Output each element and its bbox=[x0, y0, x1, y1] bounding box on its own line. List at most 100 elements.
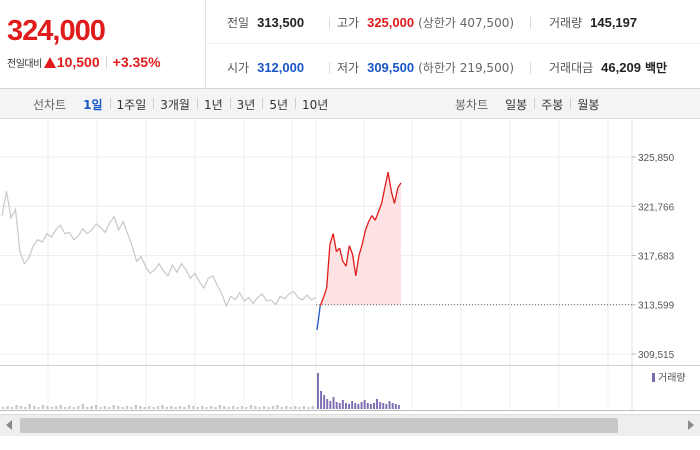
today-price-segment bbox=[342, 260, 347, 267]
volume-bar bbox=[37, 407, 40, 409]
tab-period-1d[interactable]: 1일 bbox=[83, 97, 103, 112]
volume-bar bbox=[267, 407, 270, 409]
stat-label: 전일 bbox=[227, 16, 250, 30]
volume-bar bbox=[201, 406, 204, 409]
scroll-thumb[interactable] bbox=[20, 418, 618, 433]
volume-bar-today bbox=[332, 397, 335, 409]
volume-bar bbox=[24, 407, 27, 409]
scroll-left-arrow-icon[interactable] bbox=[6, 420, 12, 430]
volume-bar bbox=[311, 406, 314, 409]
price-chart: 325,850 321,766 317,683 313,599 309,515 거래량 bbox=[0, 120, 700, 412]
candle-chart-tabs: 봉차트 일봉 주봉 월봉 bbox=[455, 89, 606, 119]
stat-label: 저가 bbox=[337, 61, 360, 75]
candle-chart-title: 봉차트 bbox=[455, 97, 489, 112]
volume-bar bbox=[77, 406, 80, 409]
volume-bar-today bbox=[363, 400, 366, 409]
today-price-segment bbox=[380, 187, 386, 204]
tab-period-5y[interactable]: 5년 bbox=[262, 96, 295, 113]
divider bbox=[105, 55, 107, 69]
today-price-segment bbox=[326, 244, 331, 288]
volume-plot bbox=[2, 373, 400, 409]
volume-bar bbox=[125, 406, 129, 409]
volume-bar bbox=[214, 407, 217, 409]
stat-prev-close: 전일 313,500 bbox=[227, 14, 304, 32]
tab-candle-monthly[interactable]: 월봉 bbox=[570, 96, 606, 113]
volume-legend-label: 거래량 bbox=[658, 372, 686, 384]
volume-bar-today bbox=[348, 404, 350, 409]
current-price: 324,000 bbox=[7, 15, 106, 47]
volume-bar bbox=[130, 407, 133, 409]
volume-bar-today bbox=[388, 401, 391, 409]
volume-bar bbox=[112, 405, 115, 409]
upper-limit-text: (상한가 407,500) bbox=[418, 16, 515, 30]
tab-candle-daily[interactable]: 일봉 bbox=[505, 97, 528, 112]
volume-bar bbox=[187, 405, 191, 409]
volume-bar bbox=[174, 407, 177, 409]
volume-bar bbox=[165, 407, 168, 409]
change-row: 전일대비 10,500 +3.35% bbox=[7, 52, 161, 72]
volume-bar bbox=[99, 407, 102, 409]
volume-bar-today bbox=[369, 404, 372, 409]
tab-period-1w[interactable]: 1주일 bbox=[109, 96, 154, 113]
chart-grid bbox=[0, 120, 700, 411]
volume-bar bbox=[117, 406, 120, 409]
today-price-segment bbox=[377, 203, 383, 213]
volume-bar-today bbox=[366, 403, 369, 409]
y-tick-label: 309,515 bbox=[638, 350, 675, 361]
today-price-segment bbox=[384, 171, 389, 188]
volume-bar bbox=[19, 406, 23, 409]
today-price-segment bbox=[332, 233, 338, 252]
divider bbox=[530, 62, 531, 74]
volume-bar-today bbox=[320, 391, 322, 409]
today-price-segment bbox=[322, 287, 328, 298]
stat-value: 309,500 bbox=[367, 60, 415, 75]
tab-period-3m[interactable]: 3개월 bbox=[153, 96, 197, 113]
today-price-segment bbox=[393, 187, 399, 204]
volume-bar-today bbox=[373, 403, 375, 409]
stat-label: 거래대금 bbox=[549, 61, 594, 75]
volume-bar-today bbox=[385, 404, 388, 409]
price-plot bbox=[1, 171, 632, 331]
today-price-segment bbox=[355, 255, 360, 276]
volume-bar bbox=[236, 407, 239, 409]
stat-label: 시가 bbox=[227, 61, 250, 75]
volume-bar-today bbox=[326, 399, 329, 409]
volume-bar bbox=[192, 406, 195, 409]
price-box: 324,000 전일대비 10,500 +3.35% bbox=[0, 0, 206, 89]
volume-bar bbox=[90, 406, 93, 409]
volume-bar bbox=[50, 407, 53, 409]
stat-trade-amount: 거래대금 46,209 백만 bbox=[549, 59, 667, 77]
volume-bar bbox=[293, 406, 297, 409]
tab-candle-weekly[interactable]: 주봉 bbox=[534, 96, 570, 113]
today-price-segment bbox=[329, 233, 334, 245]
volume-bar bbox=[86, 407, 89, 409]
volume-bar bbox=[33, 406, 36, 409]
volume-bar bbox=[209, 406, 213, 409]
today-price-segment bbox=[316, 305, 321, 331]
tab-period-10y[interactable]: 10년 bbox=[295, 96, 335, 113]
scroll-right-arrow-icon[interactable] bbox=[688, 420, 694, 430]
volume-bar-today bbox=[329, 401, 332, 409]
stat-open: 시가 312,000 bbox=[227, 59, 304, 77]
line-chart-title: 선차트 bbox=[33, 97, 67, 112]
divider bbox=[530, 17, 531, 29]
today-price-segment bbox=[368, 215, 373, 222]
volume-bar bbox=[134, 405, 138, 409]
volume-bar bbox=[218, 405, 222, 409]
divider bbox=[329, 17, 330, 29]
tab-period-1y[interactable]: 1년 bbox=[196, 96, 230, 113]
today-price-segment bbox=[335, 247, 341, 253]
volume-bar bbox=[223, 406, 226, 409]
volume-bar bbox=[6, 406, 9, 409]
volume-bar bbox=[28, 404, 31, 409]
today-price-segment bbox=[390, 191, 396, 204]
chart-scrollbar[interactable] bbox=[0, 414, 700, 436]
y-tick-label: 317,683 bbox=[638, 251, 675, 262]
today-price-segment bbox=[397, 182, 402, 189]
tab-period-3y[interactable]: 3년 bbox=[229, 96, 263, 113]
volume-bar bbox=[152, 407, 155, 409]
volume-bar bbox=[276, 405, 279, 409]
change-value: 10,500 bbox=[56, 54, 100, 70]
volume-bar bbox=[68, 406, 71, 409]
stat-value: 312,000 bbox=[257, 60, 305, 75]
